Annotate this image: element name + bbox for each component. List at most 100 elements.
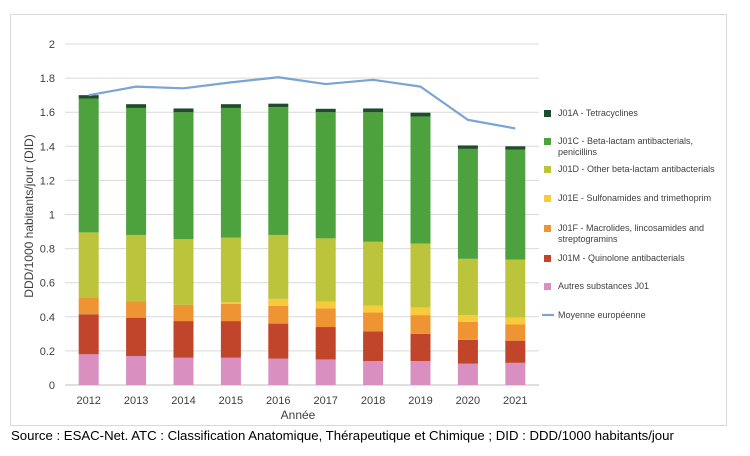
x-tick-label: 2015 (219, 395, 243, 407)
x-axis-label: Année (281, 408, 316, 422)
bar-segment (173, 112, 194, 240)
bar-segment (220, 302, 241, 305)
y-tick-labels: 0 0.2 0.4 0.6 0.8 1 1.2 1.4 1.6 1.8 2 (40, 39, 55, 392)
x-tick-labels: 2012 2013 2014 2015 2016 2017 2018 2019 2020 2021 (76, 395, 527, 407)
bar-segment (505, 324, 526, 341)
stacked-bar-chart: 0 0.2 0.4 0.6 0.8 1 1.2 1.4 1.6 1.8 2 2012 2013 2014… (22, 39, 715, 422)
bar-segment (126, 107, 147, 235)
bar-segment (363, 108, 384, 113)
legend-item: J01E - Sulfonamides and trimethoprim (544, 193, 711, 203)
bar-segment (220, 107, 241, 238)
y-tick-label: 1.6 (40, 107, 55, 119)
legend-label: J01D - Other beta-lactam antibacterials (558, 164, 715, 174)
bar-segment (505, 317, 526, 325)
bar-segment (78, 314, 99, 355)
legend-label: J01C - Beta-lactam antibacterials, (558, 136, 693, 146)
bar-segment (78, 98, 99, 233)
legend-label: J01A - Tetracyclines (558, 108, 638, 118)
source-note: Source : ESAC-Net. ATC : Classification … (11, 428, 674, 443)
y-tick-label: 0.2 (40, 346, 55, 358)
bar-segment (410, 112, 431, 117)
y-tick-label: 0.4 (40, 312, 55, 324)
bar-segment (78, 297, 99, 315)
bar-segment (126, 356, 147, 385)
chart-frame: 0 0.2 0.4 0.6 0.8 1 1.2 1.4 1.6 1.8 2 2012 2013 2014… (10, 14, 727, 426)
y-tick-label: 1 (49, 210, 55, 222)
bar-segment (220, 321, 241, 358)
bar-segment (315, 112, 336, 239)
bar-segment (315, 359, 336, 385)
bar-segment (457, 315, 478, 322)
legend-item: Autres substances J01 (544, 281, 649, 291)
bar-segment (315, 308, 336, 328)
legend-item: J01M - Quinolone antibacterials (544, 253, 685, 263)
bar-segment (505, 149, 526, 260)
bar-segment (505, 259, 526, 318)
bar-segment (268, 107, 289, 235)
legend-label: streptogramins (558, 234, 618, 244)
bar-segment (268, 103, 289, 108)
bar-segment (126, 301, 147, 318)
bar-segment (457, 339, 478, 364)
bar-segment (78, 232, 99, 298)
bar-segment (410, 116, 431, 244)
bar-segment (126, 234, 147, 302)
bar-segment (315, 108, 336, 113)
bar-segment (173, 239, 194, 305)
bar-segment (78, 95, 99, 99)
legend-label: J01E - Sulfonamides and trimethoprim (558, 193, 711, 203)
x-tick-label: 2019 (408, 395, 432, 407)
legend-item: J01D - Other beta-lactam antibacterials (544, 164, 715, 174)
bar-segment (268, 298, 289, 306)
bar-segment (410, 243, 431, 308)
legend-item: J01A - Tetracyclines (544, 108, 638, 118)
x-tick-label: 2013 (124, 395, 148, 407)
bar-segment (363, 305, 384, 313)
legend-swatch (544, 138, 551, 145)
y-tick-label: 1.8 (40, 73, 55, 85)
bar-segment (126, 104, 147, 108)
legend-item: Moyenne européenne (542, 310, 646, 320)
bar-segment (410, 333, 431, 362)
legend-swatch (544, 225, 551, 232)
legend-item: J01F - Macrolides, lincosamides andstrep… (544, 223, 704, 244)
legend-swatch (544, 195, 551, 202)
legend-label: J01M - Quinolone antibacterials (558, 253, 685, 263)
y-tick-label: 1.4 (40, 141, 55, 153)
legend-label: Autres substances J01 (558, 281, 649, 291)
y-tick-label: 0.8 (40, 244, 55, 256)
legend-swatch (544, 255, 551, 262)
x-tick-label: 2020 (456, 395, 480, 407)
legend: J01A - Tetracyclines J01C - Beta-lactam a… (542, 108, 715, 320)
line-series-moyenne-europeenne (88, 76, 516, 130)
bar-segment (220, 357, 241, 385)
bar-segment (363, 312, 384, 332)
bar-segment (457, 258, 478, 316)
x-tick-label: 2021 (503, 395, 527, 407)
y-tick-label: 2 (49, 39, 55, 51)
line-layer (88, 76, 516, 130)
bar-segment (268, 305, 289, 324)
bar-segment (173, 357, 194, 385)
bar-segment (220, 104, 241, 108)
bar-segment (220, 304, 241, 322)
bar-segment (173, 321, 194, 358)
bar-segment (457, 148, 478, 259)
x-tick-label: 2012 (76, 395, 100, 407)
bar-segment (268, 323, 289, 359)
legend-label: penicillins (558, 147, 598, 157)
bar-segment (363, 331, 384, 362)
bar-segment (363, 241, 384, 306)
legend-item: J01C - Beta-lactam antibacterials,penici… (544, 136, 693, 157)
bar-segment (173, 108, 194, 113)
bar-segment (78, 354, 99, 385)
x-tick-label: 2016 (266, 395, 290, 407)
bar-segment (315, 238, 336, 302)
bar-segment (410, 361, 431, 385)
bar-segment (126, 317, 147, 357)
y-tick-label: 1.2 (40, 175, 55, 187)
bar-segment (268, 234, 289, 299)
bar-segment (457, 363, 478, 385)
bar-segment (410, 307, 431, 316)
bar-segment (410, 315, 431, 334)
